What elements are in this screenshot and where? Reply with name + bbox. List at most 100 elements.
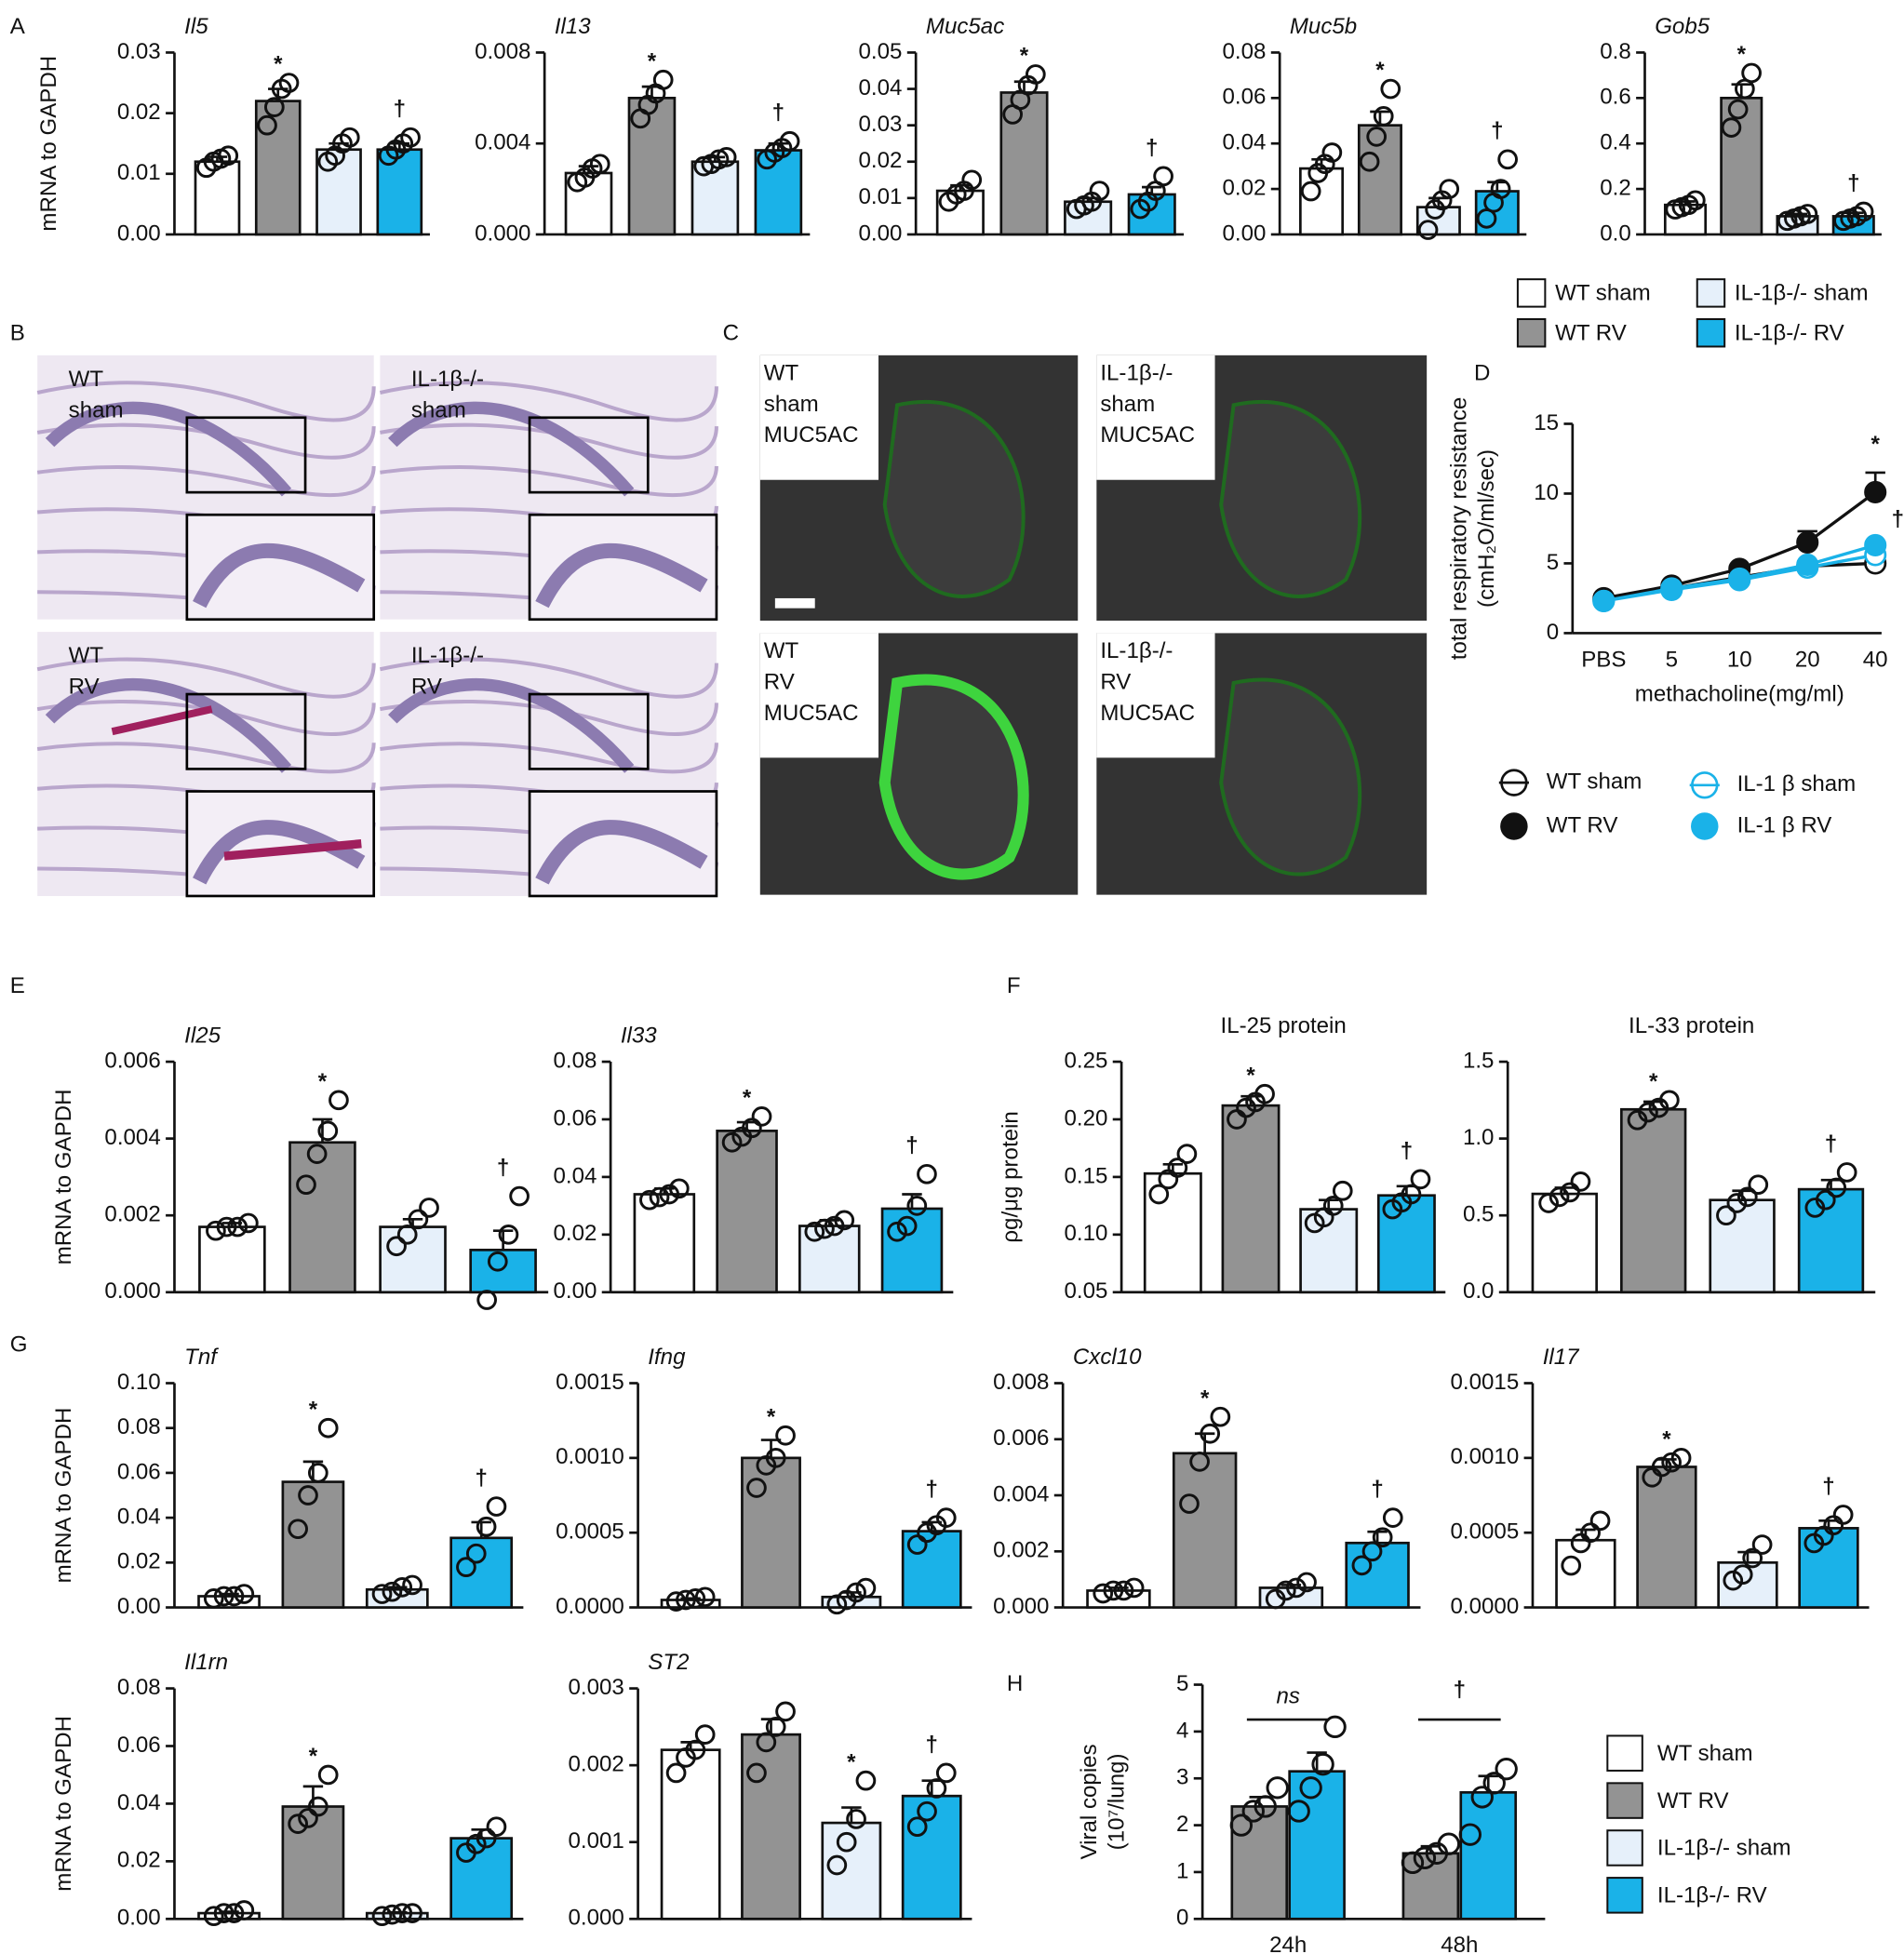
data-point <box>1123 1577 1145 1599</box>
if-label: RV <box>1100 669 1131 694</box>
chart-title: Il5 <box>184 14 208 39</box>
bar <box>1345 1541 1410 1609</box>
data-point <box>926 1778 947 1799</box>
inset-tissue <box>535 542 708 609</box>
data-point <box>1732 1564 1753 1586</box>
bar <box>254 100 302 236</box>
data-point <box>1832 1505 1854 1525</box>
data-point <box>751 1106 772 1127</box>
y-tick-label: 0 <box>1547 620 1559 645</box>
data-point <box>288 1519 309 1540</box>
y-tick-label: 1.5 <box>1463 1048 1495 1073</box>
bar <box>1709 1198 1776 1294</box>
y-tick-label: 0.00 <box>117 1906 161 1931</box>
if-label: IL-1β-/- <box>1100 638 1173 663</box>
legend-label: IL-1 β sham <box>1737 771 1857 796</box>
data-point <box>855 1770 877 1791</box>
data-point <box>509 1185 530 1207</box>
significance-mark: † <box>1847 170 1859 195</box>
data-point <box>203 1906 224 1927</box>
tissue <box>36 657 376 699</box>
bar <box>281 1805 345 1921</box>
bar <box>901 1530 962 1609</box>
data-point <box>1323 1715 1347 1739</box>
bar <box>1172 1452 1238 1609</box>
y-tick-label: 0.03 <box>859 112 903 137</box>
y-tick-label: 15 <box>1534 410 1559 435</box>
tissue <box>36 422 376 460</box>
x-tick-label: 10 <box>1727 647 1752 672</box>
data-point <box>264 97 285 117</box>
data-point <box>1751 1534 1773 1555</box>
panel-label: H <box>1007 1671 1023 1696</box>
y-axis-label: mRNA to GAPDH <box>36 56 61 232</box>
significance-mark: * <box>1375 58 1385 83</box>
bar <box>1401 1852 1460 1921</box>
y-tick-label: 0.004 <box>104 1125 160 1150</box>
data-point <box>1726 1193 1748 1213</box>
y-tick-label: 0.0 <box>1463 1278 1495 1304</box>
data-point <box>824 1215 845 1237</box>
tissue <box>36 742 376 774</box>
data-point <box>206 1220 226 1241</box>
x-tick-label: PBS <box>1581 647 1626 672</box>
data-point <box>887 1221 907 1242</box>
data-point <box>306 1144 328 1164</box>
x-tick-label: 5 <box>1666 647 1678 672</box>
tissue <box>380 699 718 737</box>
y-axis-label: mRNA to GAPDH <box>51 1716 76 1892</box>
data-point <box>1490 179 1511 199</box>
if-stain-label: MUC5AC <box>1100 701 1195 726</box>
significance-mark: † <box>926 1477 938 1502</box>
tissue <box>36 381 376 422</box>
data-point <box>296 1174 316 1196</box>
data-point <box>396 1224 418 1245</box>
y-tick-label: 0.0015 <box>1451 1370 1520 1395</box>
bar <box>999 91 1049 236</box>
data-point <box>1815 1189 1836 1211</box>
data-point <box>826 1594 848 1615</box>
y-tick-label: 0.0005 <box>556 1519 624 1545</box>
data-point <box>665 1762 687 1784</box>
y-axis-label: Viral copies <box>1077 1744 1102 1859</box>
bar <box>1459 1791 1518 1921</box>
legend-label: IL-1β-/- RV <box>1657 1883 1767 1908</box>
significance-mark: * <box>309 1397 318 1422</box>
series-point <box>1592 589 1616 612</box>
inset-box <box>528 416 650 494</box>
data-point <box>906 1816 928 1838</box>
inset-box <box>185 692 307 770</box>
y-tick-label: 0.02 <box>1223 175 1267 200</box>
data-point <box>1321 142 1343 163</box>
data-point <box>685 1739 706 1760</box>
data-point <box>906 1196 928 1216</box>
y-tick-label: 0.002 <box>569 1752 624 1777</box>
y-tick-label: 10 <box>1534 480 1559 505</box>
y-tick-label: 0.000 <box>993 1594 1049 1619</box>
if-stain-label: MUC5AC <box>1100 422 1195 448</box>
y-tick-label: 2 <box>1176 1812 1188 1837</box>
y-tick-label: 0.5 <box>1463 1202 1495 1227</box>
legend-label: IL-1 β RV <box>1737 812 1832 837</box>
panel-label: E <box>10 973 25 998</box>
data-point <box>1361 1541 1383 1562</box>
significance-mark: † <box>1825 1131 1837 1157</box>
chart-title: Muc5ac <box>926 14 1004 39</box>
y-tick-label: 0.03 <box>117 39 161 64</box>
data-point <box>465 1543 487 1564</box>
data-point <box>213 1903 235 1923</box>
y-tick-label: 0.02 <box>117 1549 161 1574</box>
y-tick-label: 0.05 <box>1064 1278 1107 1304</box>
y-tick-label: 0.04 <box>859 75 903 100</box>
y-tick-label: 0.08 <box>553 1048 597 1073</box>
legend-swatch <box>1516 278 1547 308</box>
data-point <box>1380 78 1401 100</box>
y-tick-label: 0.04 <box>117 1504 161 1529</box>
bar <box>716 1130 778 1294</box>
bar <box>660 1748 721 1921</box>
data-point <box>386 1236 407 1257</box>
series-point <box>1864 480 1887 504</box>
y-tick-label: 0.06 <box>117 1733 161 1758</box>
data-point <box>765 1448 786 1468</box>
